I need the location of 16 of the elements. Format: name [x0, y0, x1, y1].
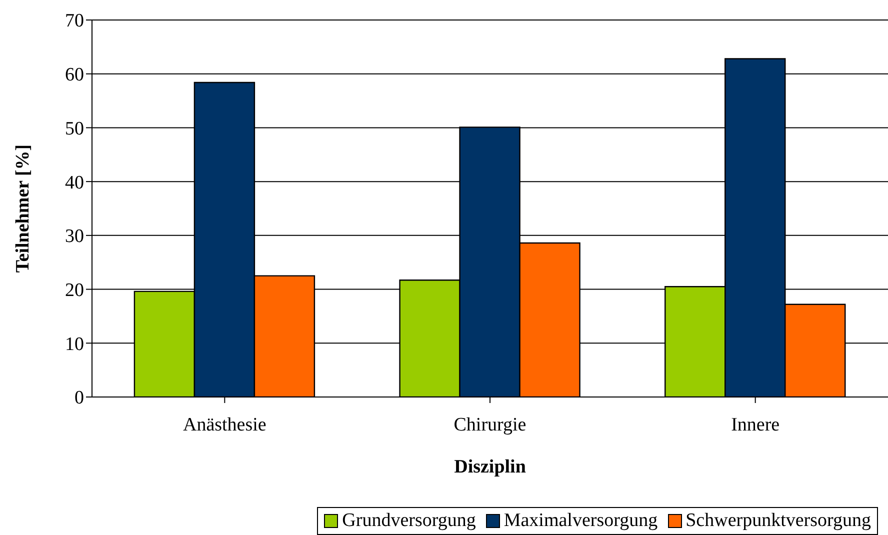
y-axis-title: Teilnehmer [%]	[12, 144, 34, 273]
y-tick-label: 50	[65, 118, 84, 140]
x-tick-label: Innere	[731, 414, 780, 436]
y-tick-label: 40	[65, 172, 84, 194]
legend-label: Schwerpunktversorgung	[684, 510, 871, 532]
x-axis-title: Disziplin	[454, 456, 526, 478]
x-tick-label: Anästhesie	[182, 414, 266, 436]
legend-label: Maximalversorgung	[502, 510, 658, 532]
y-tick-label: 60	[65, 64, 84, 86]
x-tick-label: Chirurgie	[454, 414, 526, 436]
y-tick-label: 30	[65, 226, 84, 248]
y-tick-label: 70	[65, 10, 84, 32]
y-tick-label: 10	[65, 334, 84, 355]
y-tick-label: 20	[65, 280, 84, 302]
y-tick-label: 0	[74, 388, 84, 409]
legend-label: Grundversorgung	[341, 510, 476, 532]
